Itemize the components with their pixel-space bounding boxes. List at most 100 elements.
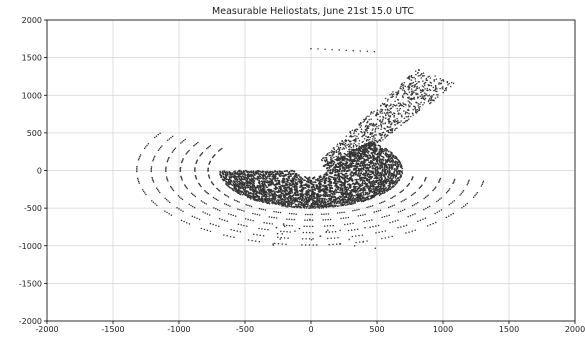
data-point <box>228 174 231 176</box>
data-point <box>366 182 369 185</box>
data-point <box>373 183 376 185</box>
data-point <box>260 171 263 173</box>
data-point <box>307 201 309 204</box>
data-point <box>262 175 264 178</box>
data-point <box>272 202 274 205</box>
data-point <box>350 172 352 175</box>
data-point <box>367 185 369 188</box>
data-point <box>294 175 297 178</box>
data-point <box>362 181 364 184</box>
data-point <box>341 155 343 157</box>
data-point <box>380 189 383 191</box>
data-point <box>362 193 365 196</box>
data-point <box>352 174 355 177</box>
data-point <box>269 200 272 202</box>
data-point <box>290 179 292 181</box>
data-point <box>246 186 249 189</box>
data-point <box>390 174 392 176</box>
data-point <box>267 195 269 198</box>
data-point <box>362 172 365 175</box>
data-point <box>319 179 321 182</box>
data-point <box>292 183 294 186</box>
data-point <box>257 177 260 180</box>
data-point <box>338 176 341 179</box>
data-point <box>279 202 282 204</box>
data-point <box>334 193 336 195</box>
data-point <box>365 158 368 161</box>
data-point <box>370 173 372 176</box>
data-point <box>329 169 331 171</box>
data-point <box>361 170 363 172</box>
data-point <box>232 184 234 187</box>
data-point <box>332 196 334 198</box>
data-point <box>325 177 328 179</box>
data-point <box>298 198 301 201</box>
data-point <box>299 178 301 181</box>
data-point <box>255 196 257 199</box>
data-point <box>343 152 346 155</box>
data-point <box>369 156 371 159</box>
data-point <box>381 177 383 179</box>
data-point <box>288 171 290 174</box>
data-point <box>345 194 348 197</box>
data-point <box>258 175 261 178</box>
data-point <box>354 186 357 188</box>
data-point <box>340 176 343 178</box>
data-point <box>329 182 331 184</box>
data-point <box>277 196 279 199</box>
data-point <box>250 175 252 178</box>
data-point <box>344 198 347 201</box>
data-point <box>344 162 346 165</box>
data-point <box>347 193 349 196</box>
data-point <box>254 191 256 193</box>
data-point <box>271 179 273 182</box>
data-point <box>293 176 296 179</box>
data-point <box>331 187 334 190</box>
data-point <box>351 200 354 202</box>
data-point <box>393 170 396 173</box>
data-point <box>301 191 304 193</box>
data-point <box>370 187 372 190</box>
data-point <box>273 189 275 192</box>
data-point <box>341 181 343 184</box>
data-point <box>353 194 356 197</box>
data-point <box>278 175 281 177</box>
data-point <box>337 198 339 200</box>
data-point <box>279 191 281 193</box>
data-point <box>388 180 391 183</box>
data-point <box>286 170 288 173</box>
data-point <box>308 181 311 183</box>
data-point <box>367 176 370 178</box>
data-point <box>325 193 327 195</box>
data-point <box>246 191 248 194</box>
data-point <box>293 185 296 188</box>
data-point <box>266 191 268 194</box>
data-point <box>351 178 354 180</box>
data-point <box>338 195 341 198</box>
data-point <box>347 189 350 191</box>
data-point <box>329 178 332 180</box>
data-point <box>308 196 310 199</box>
data-point <box>267 181 269 184</box>
data-point <box>359 174 362 177</box>
data-point <box>293 182 295 185</box>
data-point <box>380 185 382 188</box>
data-point <box>303 179 306 181</box>
data-point <box>360 146 362 148</box>
data-point <box>357 191 360 193</box>
data-point <box>372 170 374 172</box>
data-point <box>338 170 340 173</box>
data-point <box>296 176 299 178</box>
data-point <box>357 198 359 201</box>
data-point <box>308 200 311 203</box>
data-point <box>348 179 351 182</box>
data-point <box>228 183 231 186</box>
data-point <box>345 172 348 175</box>
data-point <box>307 192 310 194</box>
data-point <box>342 176 344 178</box>
data-point <box>341 189 344 191</box>
data-point <box>235 178 237 181</box>
data-point <box>225 178 227 181</box>
data-point <box>341 184 343 187</box>
data-point <box>287 179 290 182</box>
